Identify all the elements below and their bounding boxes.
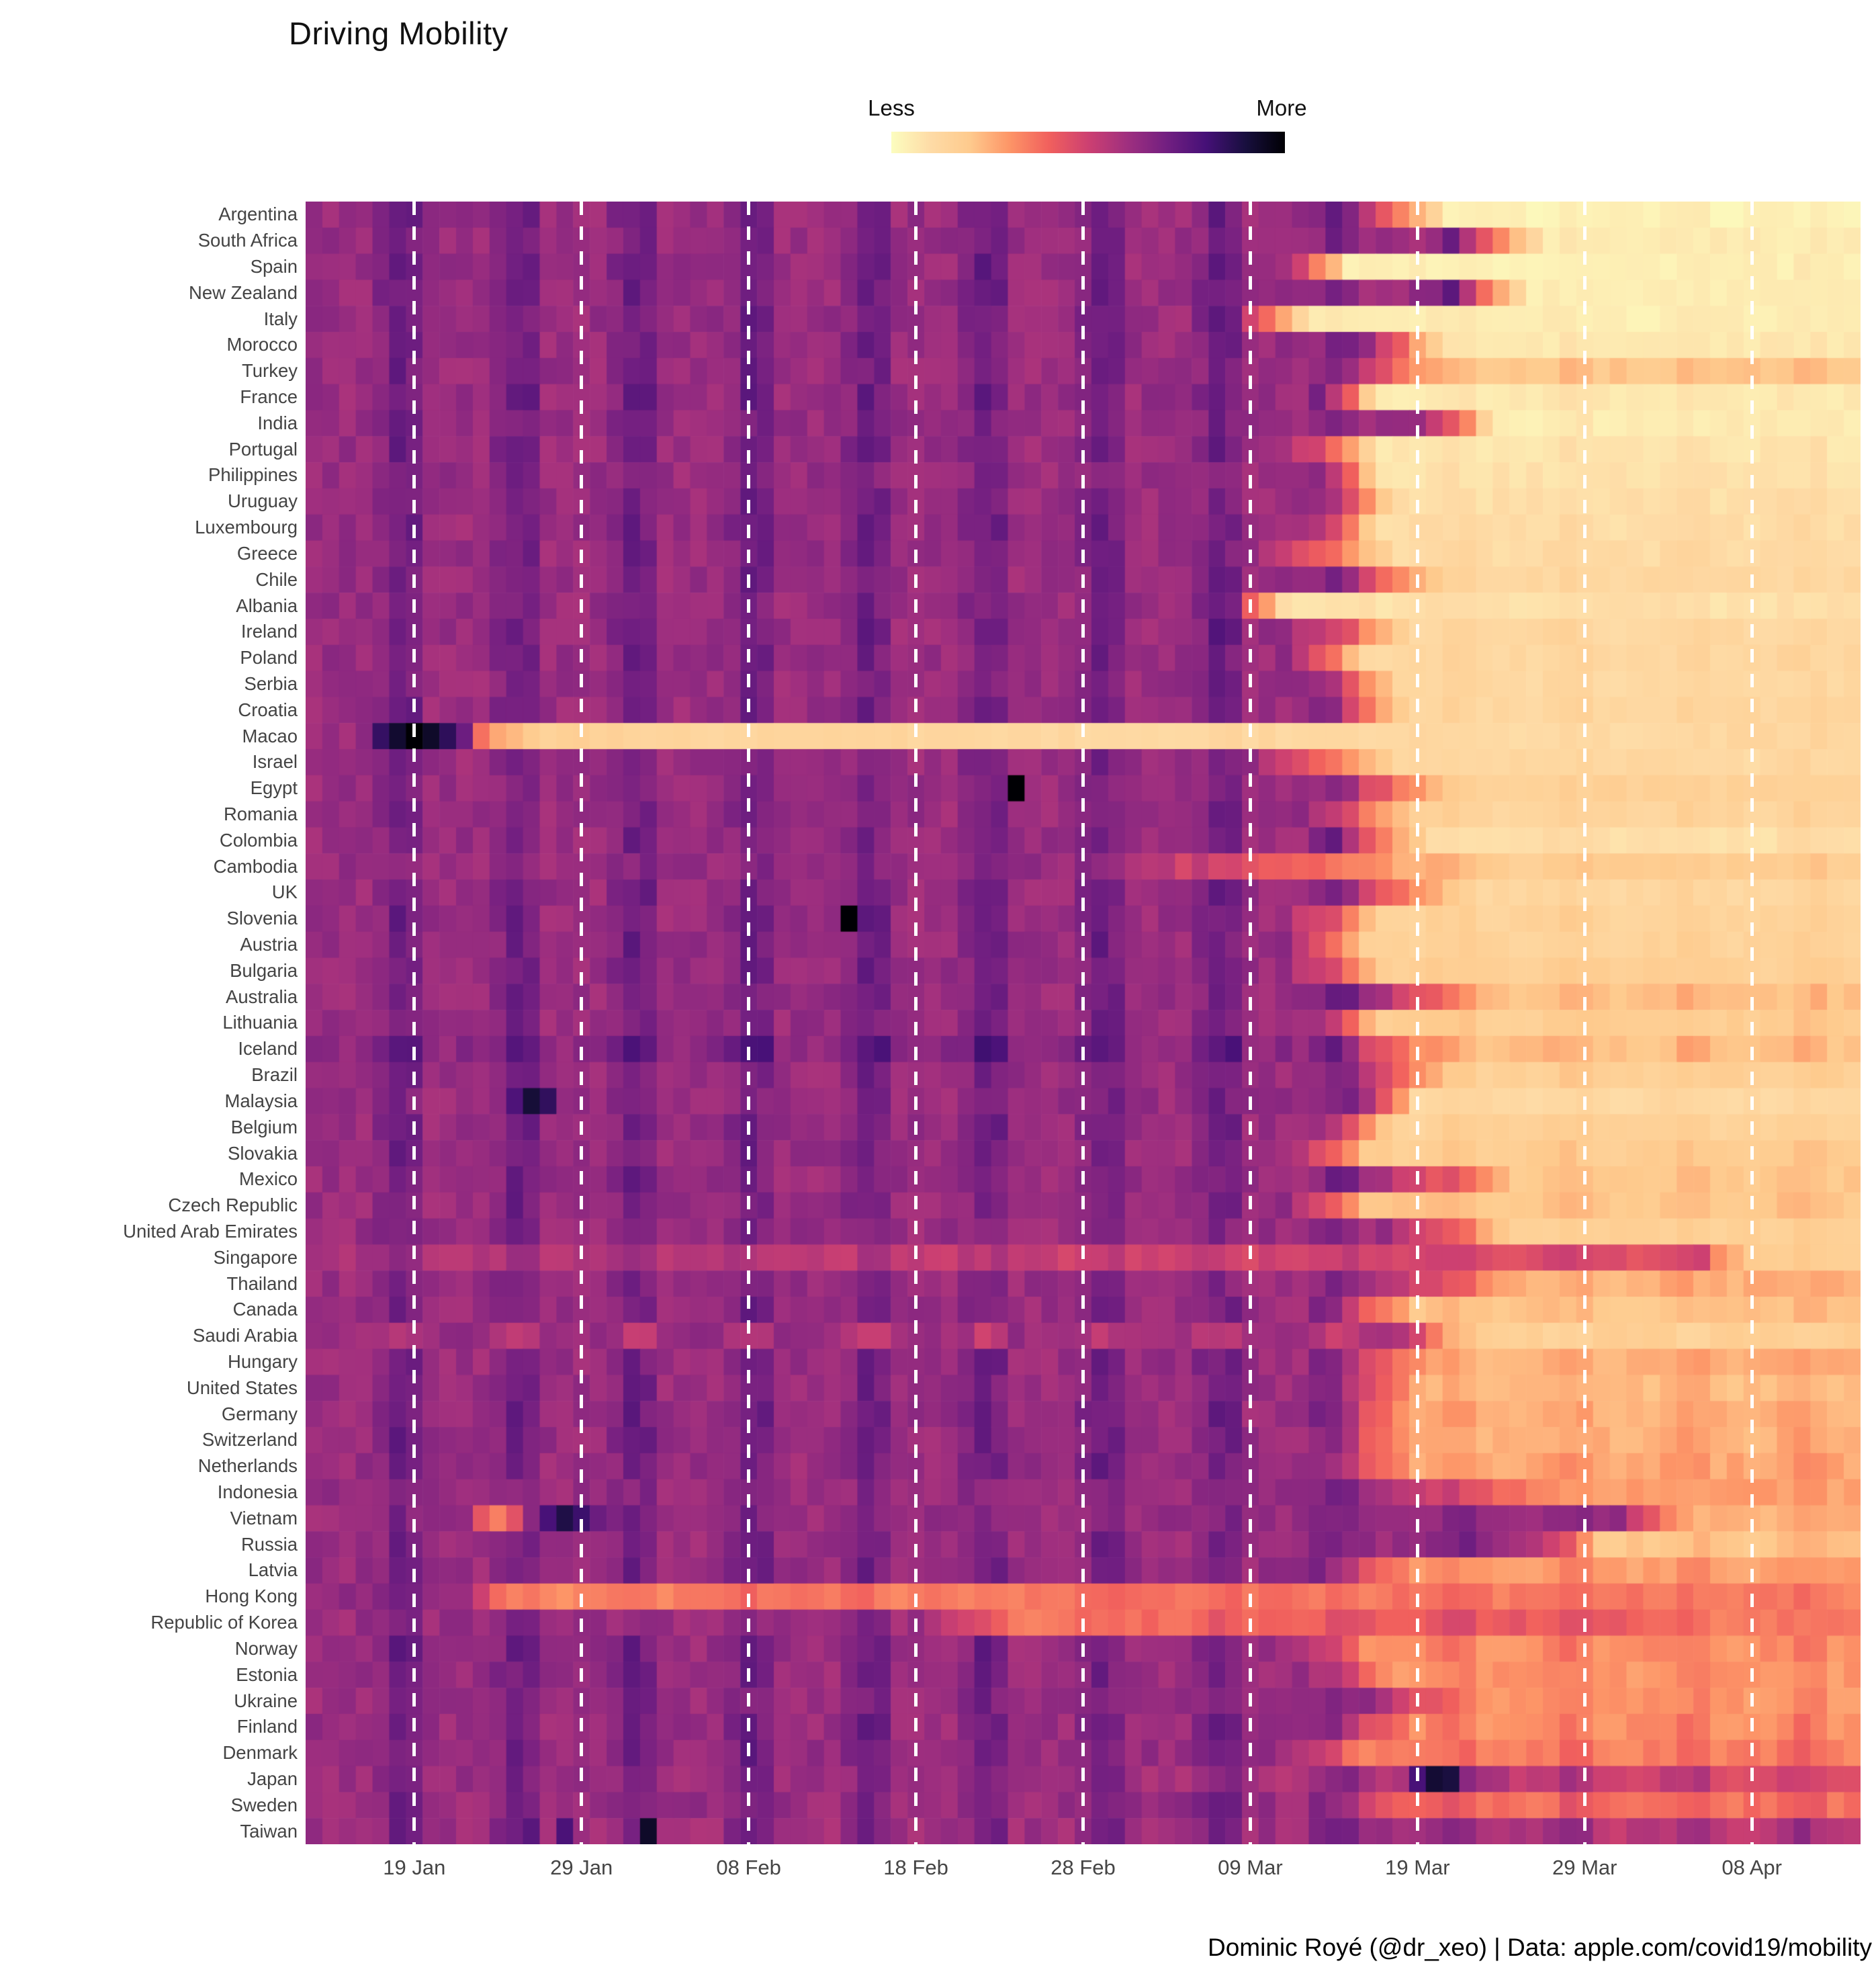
country-label: Macao [242, 725, 298, 746]
x-tick-label: 19 Jan [383, 1856, 446, 1879]
country-label: Greece [236, 542, 298, 564]
country-label: France [240, 386, 298, 408]
page-title: Driving Mobility [289, 15, 508, 51]
country-label: Sweden [230, 1794, 298, 1815]
country-label: Thailand [226, 1272, 298, 1294]
country-label: Republic of Korea [150, 1612, 298, 1633]
country-label: Serbia [244, 673, 298, 694]
country-label: Turkey [241, 360, 298, 382]
country-label: Canada [232, 1299, 298, 1320]
country-label: Malaysia [224, 1090, 298, 1111]
country-label: Israel [252, 751, 298, 773]
country-label: Poland [240, 647, 298, 668]
country-label: UK [271, 881, 298, 903]
legend-less-label: Less [868, 95, 915, 120]
country-label: Mexico [238, 1168, 298, 1190]
country-label: Iceland [238, 1038, 298, 1060]
country-label: Hungary [228, 1351, 298, 1372]
x-tick-label: 29 Jan [550, 1856, 613, 1879]
country-label: Belgium [230, 1116, 298, 1137]
country-label: Portugal [228, 438, 298, 460]
country-label: Croatia [238, 699, 298, 720]
country-label: Morocco [226, 334, 298, 355]
country-label: Germany [221, 1403, 298, 1424]
country-label: Estonia [236, 1664, 298, 1685]
x-tick-label: 19 Mar [1385, 1856, 1450, 1879]
country-label: Philippines [208, 464, 298, 486]
legend-more-label: More [1256, 95, 1307, 120]
country-label: Taiwan [240, 1820, 298, 1842]
country-label: South Africa [197, 230, 298, 251]
country-label: Hong Kong [205, 1586, 298, 1607]
country-label: Saudi Arabia [193, 1325, 298, 1346]
country-label: Egypt [250, 777, 298, 799]
x-tick-label: 08 Apr [1722, 1856, 1782, 1879]
country-label: Australia [226, 986, 298, 1007]
country-label: Ireland [240, 621, 298, 642]
country-label: Singapore [213, 1246, 298, 1268]
x-tick-label: 28 Feb [1051, 1856, 1116, 1879]
country-label: Brazil [251, 1064, 298, 1086]
country-label: Slovakia [228, 1142, 298, 1164]
country-label: Lithuania [222, 1012, 298, 1033]
country-label: India [257, 412, 298, 433]
country-label: Czech Republic [168, 1195, 298, 1216]
x-tick-label: 29 Mar [1552, 1856, 1617, 1879]
country-label: Latvia [248, 1559, 298, 1581]
country-label: Argentina [218, 204, 298, 225]
country-label: Albania [236, 595, 298, 616]
caption-credit: Dominic Royé (@dr_xeo) | Data: apple.com… [1207, 1934, 1872, 1961]
country-label: Norway [234, 1637, 298, 1659]
country-label: Italy [263, 308, 298, 329]
country-label: Spain [250, 256, 298, 277]
country-label: Ukraine [234, 1690, 298, 1711]
x-tick-label: 08 Feb [716, 1856, 781, 1879]
country-label: United Arab Emirates [123, 1220, 298, 1242]
heatmap-canvas [306, 202, 1861, 1844]
country-label: Cambodia [213, 855, 298, 877]
country-label: Denmark [222, 1742, 298, 1764]
x-tick-label: 18 Feb [883, 1856, 948, 1879]
country-label: Uruguay [228, 490, 298, 512]
country-label: Austria [240, 934, 298, 955]
country-label: Finland [236, 1716, 298, 1737]
country-label: Switzerland [202, 1429, 298, 1451]
legend-colorbar [891, 132, 1285, 153]
country-label: Slovenia [226, 908, 298, 929]
country-label: Romania [223, 804, 298, 824]
x-tick-label: 09 Mar [1218, 1856, 1283, 1879]
country-label: Luxembourg [195, 517, 298, 538]
country-label: Indonesia [217, 1481, 298, 1503]
country-label: Bulgaria [230, 959, 298, 981]
country-label: Japan [247, 1768, 298, 1789]
country-label: Vietnam [230, 1507, 298, 1528]
country-label: Colombia [219, 829, 298, 851]
country-label: Russia [240, 1533, 298, 1555]
country-label: Netherlands [197, 1455, 298, 1477]
country-label: New Zealand [188, 282, 298, 303]
country-label: Chile [255, 568, 298, 590]
country-label: United States [186, 1377, 298, 1398]
